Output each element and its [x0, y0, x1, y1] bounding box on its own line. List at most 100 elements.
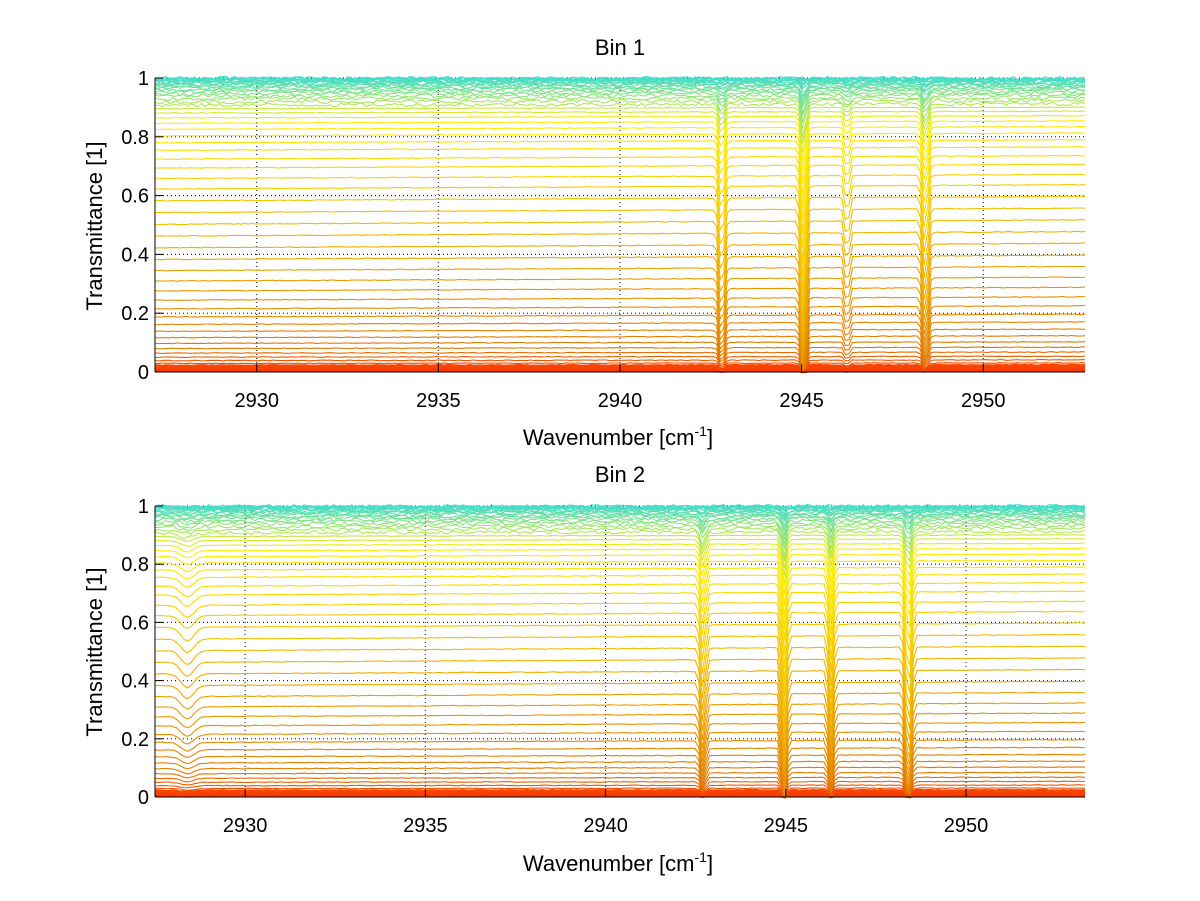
series-line [154, 766, 1085, 798]
series-line [154, 355, 1086, 374]
series-line [154, 668, 1086, 760]
series-line [154, 173, 1086, 264]
series-line [154, 341, 1085, 373]
series-line [154, 514, 1086, 533]
x-tick-label: 2930 [223, 815, 268, 837]
series-line [154, 526, 1086, 557]
series-line [154, 95, 1086, 123]
series-line [154, 738, 1086, 797]
series-line [154, 286, 1086, 369]
series-line [155, 106, 1086, 144]
series-line [154, 746, 1086, 798]
plot-title-bin-1: Bin 1 [595, 35, 645, 60]
series-line [155, 125, 1085, 184]
series-line [154, 760, 1086, 798]
y-axis-title-bin-2: Transmittance [1] [82, 567, 107, 736]
series-line [154, 195, 1086, 294]
series-line [154, 313, 1086, 373]
series-line [154, 346, 1085, 374]
y-tick-label: 0.2 [121, 303, 149, 325]
y-tick-label: 0.4 [121, 671, 149, 693]
x-axis-title-bin-1: Wavenumber [cm-1] [523, 423, 713, 450]
x-tick-label: 2940 [598, 390, 643, 412]
series-line [154, 547, 1086, 595]
panel-bin-1: Bin 1 Wavenumber [cm-1] Transmittance [1… [82, 35, 1086, 450]
series-line [154, 622, 1086, 712]
series-line [154, 265, 1086, 358]
series-line [154, 657, 1085, 750]
series-line [154, 721, 1086, 791]
series-line [154, 242, 1085, 342]
y-axis-title-bin-1: Transmittance [1] [82, 141, 107, 310]
x-tick-label: 2940 [583, 815, 628, 837]
series-line [154, 508, 1086, 520]
series-line [154, 534, 1086, 569]
series-line [154, 566, 1086, 629]
series-line [154, 504, 1085, 510]
series-line [154, 276, 1086, 364]
series-line [154, 788, 1086, 800]
series-line [154, 304, 1086, 373]
series-line [154, 513, 1086, 531]
x-tick-label: 2950 [961, 390, 1006, 412]
y-tick-label: 0.6 [121, 612, 149, 634]
x-tick-label: 2945 [779, 390, 824, 412]
series-line [154, 503, 1086, 509]
series-line [154, 776, 1086, 798]
series-line [154, 75, 1086, 81]
series-line [154, 362, 1086, 373]
series-group [154, 503, 1086, 800]
series-line [154, 98, 1086, 130]
series-line [155, 730, 1086, 795]
series-line [154, 771, 1085, 798]
series-line [154, 520, 1086, 545]
x-tick-label: 2930 [234, 390, 279, 412]
series-line [154, 610, 1086, 697]
series-line [154, 600, 1086, 684]
series-line [155, 538, 1086, 577]
series-line [154, 787, 1085, 799]
x-tick-label: 2935 [416, 390, 461, 412]
y-tick-label: 0.8 [121, 554, 149, 576]
series-line [154, 86, 1086, 107]
series-line [155, 680, 1086, 769]
series-line [154, 334, 1086, 373]
series-line [155, 691, 1086, 776]
series-line [154, 90, 1086, 116]
series-line [155, 120, 1086, 172]
series-line [154, 553, 1086, 607]
series-line [154, 559, 1086, 618]
series-line [154, 132, 1086, 196]
series-line [154, 146, 1086, 220]
y-tick-label: 0.8 [121, 127, 149, 149]
series-line [154, 351, 1086, 374]
series-line [154, 207, 1086, 307]
y-tick-label: 1 [138, 68, 149, 90]
series-line [154, 101, 1086, 138]
series-line [155, 163, 1086, 249]
series-line [154, 230, 1086, 332]
series-line [154, 254, 1086, 351]
series-line [154, 219, 1086, 320]
series-line [154, 359, 1085, 374]
y-tick-label: 1 [138, 496, 149, 518]
series-line [154, 633, 1086, 726]
series-line [154, 790, 1086, 799]
x-tick-label: 2935 [403, 815, 448, 837]
series-line [154, 645, 1086, 738]
series-line [155, 321, 1086, 373]
series-line [154, 542, 1086, 586]
y-tick-label: 0.4 [121, 244, 149, 266]
series-group [154, 75, 1086, 374]
x-axis-title-bin-2: Wavenumber [cm-1] [523, 849, 713, 876]
y-tick-label: 0.6 [121, 186, 149, 208]
series-line [154, 183, 1086, 279]
series-line [154, 295, 1086, 372]
series-line [154, 590, 1086, 669]
series-line [154, 509, 1086, 521]
y-tick-label: 0 [138, 362, 149, 384]
series-line [154, 516, 1086, 537]
panel-bin-2: Bin 2 Wavenumber [cm-1] Transmittance [1… [82, 462, 1086, 876]
